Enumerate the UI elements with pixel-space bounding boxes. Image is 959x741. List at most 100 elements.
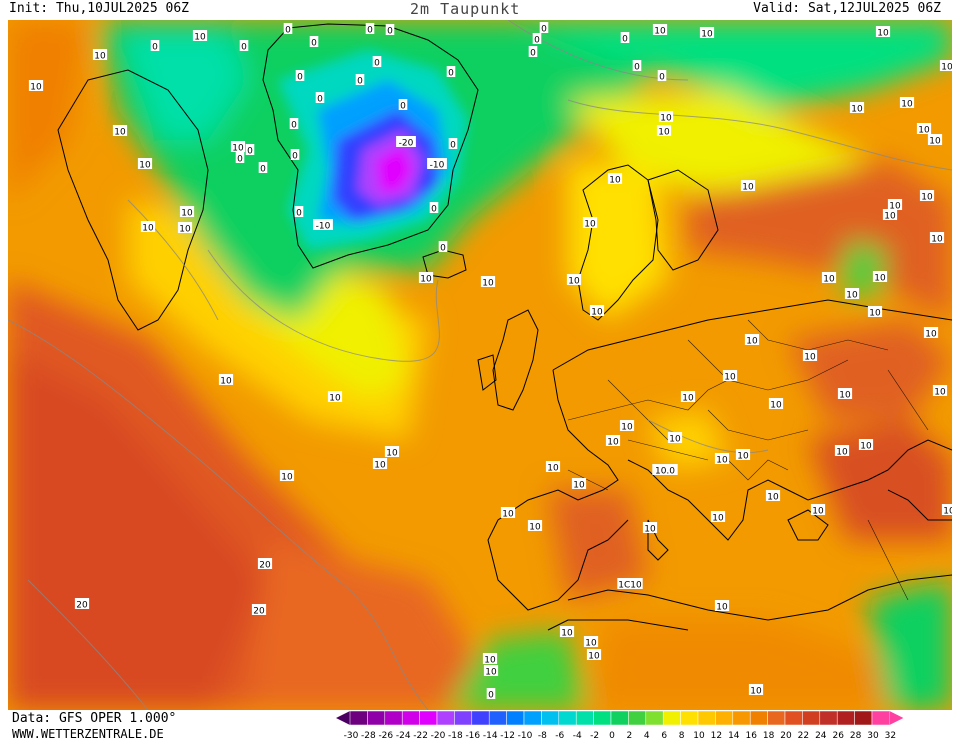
colorbar-cell <box>471 711 490 726</box>
contour-label: 10 <box>884 212 896 222</box>
colorbar-tick: 14 <box>728 731 740 741</box>
contour-label-bg <box>744 334 760 345</box>
contour-label: -10 <box>316 222 331 232</box>
contour-label: 10 <box>669 435 681 445</box>
contour-label-bg <box>140 221 156 232</box>
colorbar-cell <box>558 711 577 726</box>
contour-label-bg <box>582 217 598 228</box>
map-title: 2m Taupunkt <box>410 0 521 18</box>
contour-label: 10 <box>660 114 672 124</box>
contour-label-bg <box>916 123 932 134</box>
contour-label-bg <box>438 241 448 252</box>
contour-label-bg <box>218 374 234 385</box>
colorbar-right-arrow <box>889 711 904 725</box>
contour-label: 10 <box>737 452 749 462</box>
contour-label: 10 <box>941 63 952 73</box>
contour-label: 10 <box>712 514 724 524</box>
contour-label-bg <box>500 507 516 518</box>
contour-label-bg <box>844 288 860 299</box>
colorbar-tick: -18 <box>448 731 463 741</box>
contour-label: 0 <box>247 147 253 157</box>
contour-label: 0 <box>534 36 540 46</box>
colorbar-cell <box>767 711 786 726</box>
colorbar-cell <box>349 711 368 726</box>
contour-label: 0 <box>530 49 536 59</box>
contour-label: 10 <box>588 652 600 662</box>
contour-label: 10 <box>220 377 232 387</box>
contour-label: 10 <box>750 687 762 697</box>
contour-label: 1C10 <box>618 581 642 591</box>
contour-label-bg <box>482 653 498 664</box>
contour-label-bg <box>258 162 268 173</box>
colorbar-tick: 20 <box>780 731 792 741</box>
contour-label-bg <box>545 461 561 472</box>
valid-time: Valid: Sat,12JUL2025 06Z <box>753 1 941 16</box>
contour-label: 0 <box>285 26 291 36</box>
dewpoint-map: 10 0 10 10 10 10 10 10 10 0 0 0 0 0 0 0 0 0 10 0 0 -10 -20 -10 0… <box>8 20 952 710</box>
contour-label: 0 <box>448 69 454 79</box>
contour-label: 0 <box>659 73 665 83</box>
contour-label: 10 <box>374 461 386 471</box>
contour-label: 0 <box>374 59 380 69</box>
contour-label-bg <box>821 272 837 283</box>
contour-label-bg <box>927 134 943 145</box>
contour-label-bg <box>837 388 853 399</box>
contour-label: 10 <box>682 394 694 404</box>
contour-label: 10 <box>921 193 933 203</box>
contour-label-bg <box>396 136 416 147</box>
contour-label-bg <box>290 149 300 160</box>
contour-label-bg <box>605 435 621 446</box>
contour-label-bg <box>559 626 575 637</box>
contour-label: 10 <box>918 126 930 136</box>
contour-label: 10 <box>654 27 666 37</box>
contour-label: 10 <box>846 291 858 301</box>
contour-label: 10 <box>142 224 154 234</box>
contour-label-bg <box>620 32 630 43</box>
colorbar-cell <box>802 711 821 726</box>
contour-label: 10 <box>716 603 728 613</box>
colorbar-tick: -28 <box>361 731 376 741</box>
colorbar-tick: 8 <box>679 731 685 741</box>
contour-label: 10 <box>529 523 541 533</box>
contour-label-bg <box>372 458 388 469</box>
colorbar-tick: -14 <box>483 731 498 741</box>
contour-label-bg <box>652 24 668 35</box>
contour-label-bg <box>586 649 602 660</box>
contour-label-bg <box>887 199 903 210</box>
contour-label-bg <box>230 141 246 152</box>
contour-label: 10 <box>484 656 496 666</box>
contour-label: 0 <box>292 152 298 162</box>
contour-label-bg <box>313 219 333 230</box>
contour-label-bg <box>765 490 781 501</box>
contour-label: 10 <box>934 388 946 398</box>
colorbar-cell <box>715 711 734 726</box>
contour-label: 10 <box>386 449 398 459</box>
contour-label-bg <box>858 439 874 450</box>
colorbar-tick: 2 <box>627 731 633 741</box>
contour-label: 0 <box>297 73 303 83</box>
contour-label: 10 <box>30 83 42 93</box>
contour-label: 10 <box>724 373 736 383</box>
contour-label-bg <box>667 432 683 443</box>
colorbar-tick: -20 <box>431 731 446 741</box>
contour-label-bg <box>427 158 447 169</box>
contour-label: 0 <box>357 77 363 87</box>
contour-label-bg <box>714 600 730 611</box>
contour-label: 20 <box>76 601 88 611</box>
contour-label-bg <box>849 102 865 113</box>
contour-label: 0 <box>634 63 640 73</box>
contour-label-bg <box>385 24 395 35</box>
contour-label: 10 <box>607 438 619 448</box>
contour-label: 10 <box>877 29 889 39</box>
colorbar-tick: -2 <box>590 731 599 741</box>
colorbar-tick: -8 <box>538 731 547 741</box>
contour-label-bg <box>632 60 642 71</box>
contour-label-bg <box>398 99 408 110</box>
contour-label-bg <box>429 202 439 213</box>
colorbar-tick: -24 <box>396 731 411 741</box>
contour-label-bg <box>74 598 90 609</box>
contour-label: 10 <box>929 137 941 147</box>
colorbar-tick: 16 <box>745 731 757 741</box>
contour-label-bg <box>617 578 643 589</box>
